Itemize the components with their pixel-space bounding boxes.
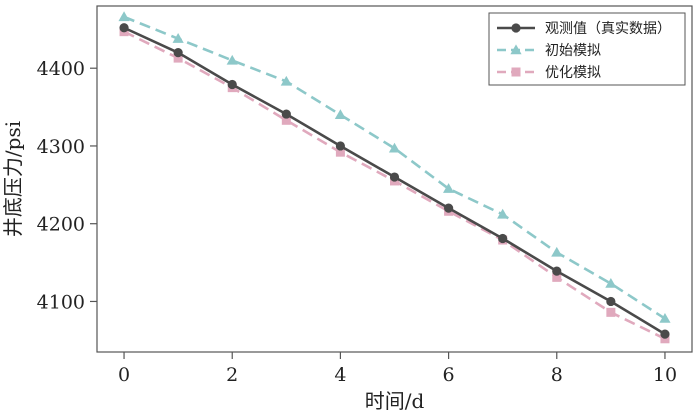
x-tick-label: 6 (443, 364, 455, 386)
data-point (334, 109, 347, 120)
data-point (280, 75, 292, 86)
series-0 (119, 23, 670, 339)
data-point (605, 277, 617, 288)
data-point (335, 141, 346, 151)
data-point (497, 208, 509, 219)
data-point (172, 33, 184, 43)
data-point (119, 23, 129, 33)
axis-ticks: 0 2 4 6 8 10 4100 4200 4300 4400 (37, 58, 677, 386)
data-point (281, 109, 291, 119)
data-point (659, 312, 671, 323)
x-tick-label: 0 (118, 364, 130, 386)
y-tick-label: 4300 (37, 136, 85, 158)
y-tick-label: 4200 (37, 214, 85, 236)
y-tick-label: 4100 (37, 291, 85, 313)
x-tick-label: 4 (334, 364, 346, 386)
data-point (660, 334, 670, 344)
data-point (335, 147, 345, 157)
data-point (606, 307, 616, 317)
data-point (173, 53, 183, 63)
y-tick-label: 4400 (37, 58, 85, 80)
data-point (442, 183, 455, 193)
series-layer (118, 11, 671, 344)
data-point (389, 172, 400, 182)
data-point (552, 272, 562, 282)
legend-label: 初始模拟 (545, 42, 601, 59)
legend-marker (510, 44, 522, 55)
data-point (660, 329, 670, 339)
data-point (552, 266, 562, 276)
data-point (226, 54, 238, 65)
data-point (551, 246, 563, 257)
data-point (388, 142, 401, 153)
x-tick-label: 10 (653, 364, 677, 386)
data-point (498, 233, 508, 244)
data-point (443, 203, 454, 213)
y-axis-title: 井底压力/psi (1, 121, 25, 237)
x-tick-label: 8 (551, 364, 563, 386)
plot-area (96, 5, 693, 353)
x-tick-label: 2 (226, 364, 238, 386)
legend-marker (511, 23, 521, 33)
legend-label: 优化模拟 (545, 65, 601, 81)
series-1 (118, 11, 671, 323)
series-line (123, 15, 666, 320)
legend-label: 观测值（真实数据） (545, 21, 671, 37)
data-point (227, 79, 237, 90)
data-point (173, 48, 183, 58)
legend-marker (511, 67, 521, 77)
data-point (118, 11, 130, 22)
x-axis-title: 时间/d (365, 389, 425, 413)
data-point (281, 115, 291, 125)
legend-box (488, 12, 686, 86)
data-point (606, 296, 616, 307)
